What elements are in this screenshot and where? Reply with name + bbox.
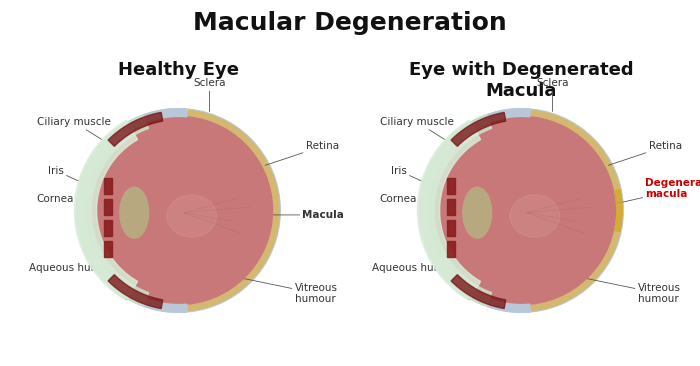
Text: Vitreous
humour: Vitreous humour [228,275,337,304]
Text: Macular Degeneration: Macular Degeneration [193,11,507,35]
Bar [104,199,112,215]
Polygon shape [417,120,481,300]
Polygon shape [74,120,138,300]
Bar [447,178,455,194]
Text: Eye with Degenerated
Macula: Eye with Degenerated Macula [410,61,634,100]
Circle shape [420,109,623,312]
Polygon shape [451,112,505,146]
Text: Vitreous
humour: Vitreous humour [570,275,680,304]
Polygon shape [420,115,491,306]
Text: Sclera: Sclera [193,78,225,112]
Text: Ciliary muscle: Ciliary muscle [37,117,112,146]
Bar [104,178,112,194]
Text: Lens: Lens [125,255,148,302]
Text: Degenerated
macula: Degenerated macula [612,178,700,204]
Polygon shape [420,109,531,312]
Text: Ciliary muscle: Ciliary muscle [380,117,455,146]
Polygon shape [108,112,162,146]
Bar [447,220,455,236]
Ellipse shape [463,187,491,238]
Text: Retina: Retina [265,141,339,165]
Text: Retina: Retina [608,141,682,165]
Text: Sclera: Sclera [536,78,568,112]
Bar [447,242,455,257]
Bar [104,242,112,257]
Polygon shape [451,274,505,309]
Text: Aqueous humor: Aqueous humor [29,254,111,273]
Bar [447,199,455,215]
Text: Lens: Lens [468,255,491,302]
Text: Cornea: Cornea [37,194,93,212]
Circle shape [77,109,280,312]
Text: Iris: Iris [391,166,444,192]
Ellipse shape [167,195,217,237]
Text: Iris: Iris [48,166,102,192]
Bar [104,220,112,236]
Ellipse shape [510,195,560,237]
Polygon shape [77,109,188,312]
Polygon shape [512,110,622,311]
Polygon shape [77,115,148,306]
Polygon shape [615,190,622,231]
Polygon shape [169,110,279,311]
Polygon shape [108,274,162,309]
Ellipse shape [120,187,148,238]
Text: Macula: Macula [263,210,344,220]
Circle shape [85,116,272,305]
Text: Cornea: Cornea [380,194,436,212]
Circle shape [428,116,615,305]
Text: Aqueous humor: Aqueous humor [372,254,454,273]
Text: Healthy Eye: Healthy Eye [118,61,239,79]
